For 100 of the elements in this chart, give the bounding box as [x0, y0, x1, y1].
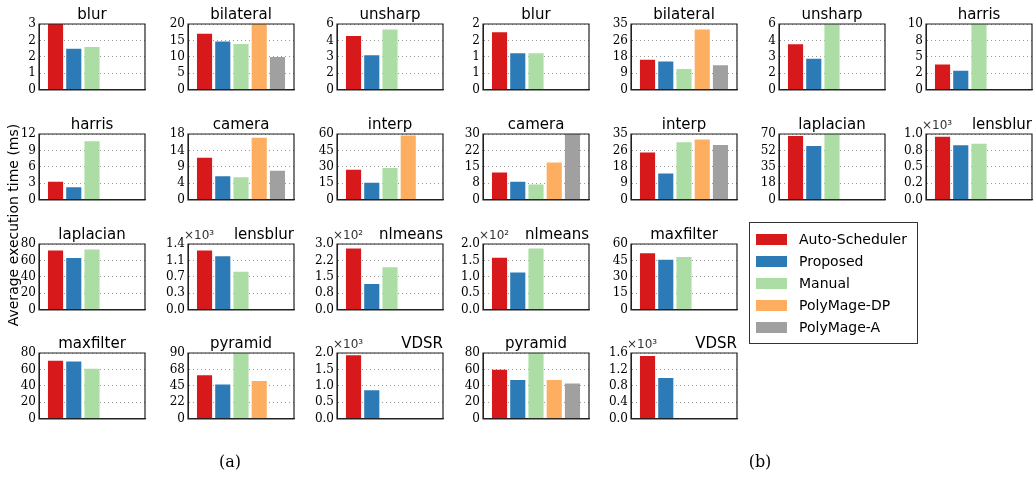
y-tick-label: 0 [620, 191, 628, 206]
y-tick-label: 6 [326, 16, 334, 31]
y-tick-label: 9 [620, 65, 628, 80]
y-tick-label: 20 [169, 16, 185, 31]
y-tick-label: 10 [169, 49, 185, 64]
text: (b) [748, 452, 772, 471]
y-tick-label: 4 [177, 175, 186, 190]
y-tick-label: 9 [28, 142, 36, 157]
bar [382, 168, 398, 200]
bar [382, 29, 398, 90]
chart-title: lensblur [233, 225, 295, 243]
bar [233, 177, 249, 200]
y-tick-label: 40 [20, 378, 36, 393]
y-tick-label: 22 [464, 142, 480, 157]
y-tick-label: 0.0 [165, 301, 185, 316]
y-tick-label: 0.7 [165, 269, 185, 284]
y-tick-label: 6 [28, 159, 36, 174]
bar [215, 176, 231, 200]
y-tick-label: 0 [28, 81, 36, 96]
y-tick-label: 20 [20, 285, 36, 300]
y-tick-label: 60 [20, 361, 36, 376]
y-tick-label: 30 [318, 159, 334, 174]
y-tick-label: 1.6 [608, 345, 628, 360]
chart-title: blur [521, 5, 552, 23]
y-tick-label: 60 [318, 126, 334, 141]
y-tick-label: 35 [612, 16, 628, 31]
bar [400, 135, 416, 200]
bar [658, 173, 674, 200]
chart-title: harris [70, 115, 114, 133]
chart-title: nlmeans [524, 225, 590, 243]
bar [934, 64, 951, 90]
y-tick-label: 80 [20, 345, 36, 360]
bar [824, 134, 840, 200]
bar [233, 44, 249, 90]
bar [84, 249, 100, 310]
bar [66, 187, 82, 200]
y-tick-label: 1.0 [903, 126, 923, 141]
bar [694, 29, 710, 90]
y-tick-label: 0.4 [608, 394, 629, 409]
text: (a) [218, 452, 242, 471]
bar [787, 44, 804, 90]
bar [953, 145, 969, 200]
bar [787, 135, 804, 200]
bar [233, 271, 249, 310]
text: ×10³ [627, 337, 658, 351]
bar [47, 181, 64, 200]
bar [510, 379, 526, 419]
bar [233, 353, 249, 419]
y-tick-label: 30 [464, 126, 480, 141]
y-tick-label: 60 [612, 236, 628, 251]
y-tick-label: 3.0 [314, 236, 334, 251]
y-tick-label: 45 [169, 378, 185, 393]
chart-title: interp [661, 115, 707, 133]
bar [676, 142, 692, 200]
y-tick-label: 1.0 [314, 378, 334, 393]
chart-title: unsharp [359, 5, 421, 23]
y-tick-label: 1.1 [165, 252, 185, 267]
chart-title: laplacian [58, 225, 126, 243]
bar [251, 24, 267, 90]
y-tick-label: 2 [326, 65, 334, 80]
bar [215, 41, 231, 90]
bar [676, 68, 692, 90]
y-tick-label: 0 [28, 191, 36, 206]
chart-title: unsharp [801, 5, 863, 23]
y-tick-label: 22 [169, 394, 185, 409]
y-tick-label: 3 [28, 175, 36, 190]
chart-title: nlmeans [378, 225, 444, 243]
y-tick-label: 0 [915, 81, 923, 96]
y-tick-label: 0 [472, 191, 480, 206]
y-tick-label: 35 [760, 159, 776, 174]
y-tick-label: 26 [612, 32, 628, 47]
bar [510, 272, 526, 310]
y-tick-label: 9 [177, 159, 185, 174]
y-tick-label: 1 [28, 65, 36, 80]
legend-label: PolyMage-A [799, 319, 881, 335]
y-tick-label: 1 [472, 65, 480, 80]
bar [546, 379, 562, 419]
bar [639, 59, 656, 90]
y-tick-label: 4 [768, 32, 777, 47]
y-tick-label: 1.5 [314, 361, 334, 376]
y-tick-label: 90 [169, 345, 185, 360]
chart-title: lensblur [971, 115, 1033, 133]
y-tick-label: 0.2 [903, 175, 923, 190]
y-tick-label: 1 [472, 49, 480, 64]
bar [47, 250, 64, 310]
chart-title: maxfilter [58, 334, 127, 352]
bar [546, 162, 562, 200]
text: ×10² [479, 228, 510, 242]
bar [345, 248, 362, 310]
y-tick-label: 60 [464, 361, 480, 376]
bar [196, 157, 213, 200]
chart-title: blur [77, 5, 108, 23]
text: ×10³ [333, 337, 364, 351]
y-tick-label: 40 [20, 269, 36, 284]
y-tick-label: 0.8 [314, 285, 334, 300]
y-tick-label: 2 [915, 65, 923, 80]
chart-title: maxfilter [650, 225, 719, 243]
bar [215, 256, 231, 310]
chart-title: camera [212, 115, 270, 133]
bar [196, 250, 213, 310]
